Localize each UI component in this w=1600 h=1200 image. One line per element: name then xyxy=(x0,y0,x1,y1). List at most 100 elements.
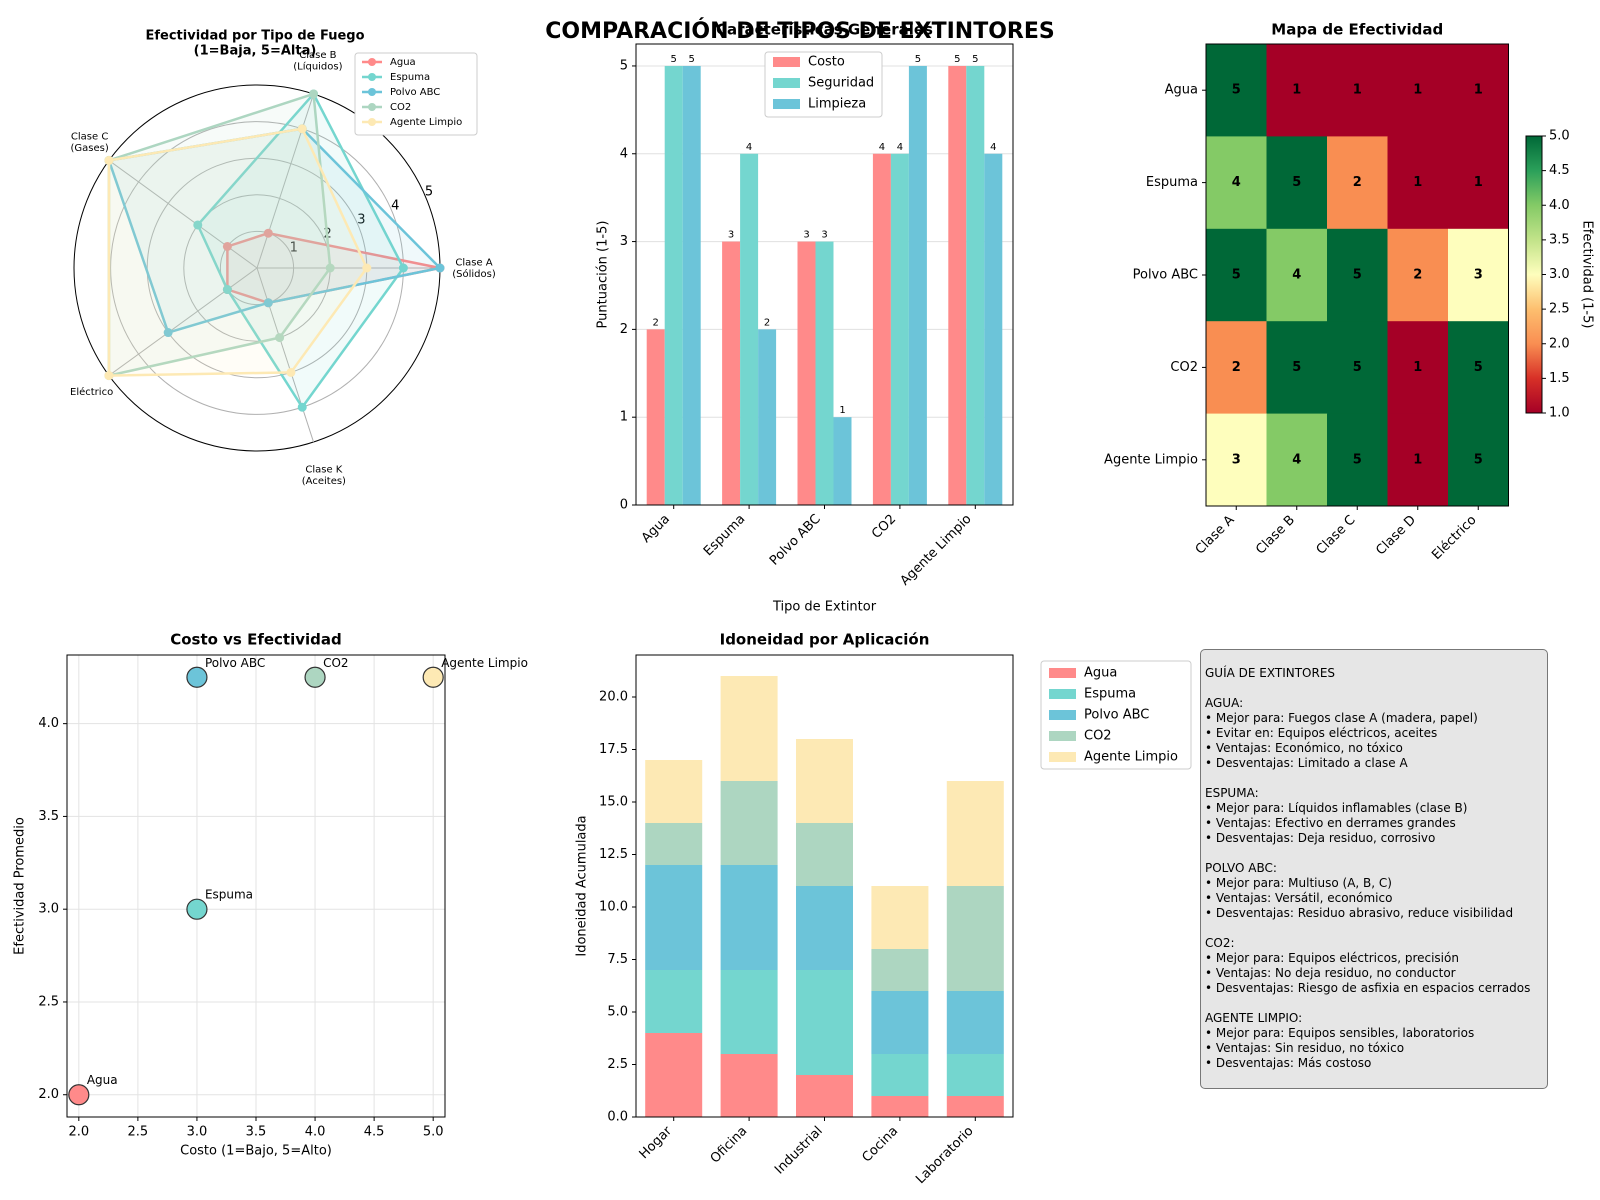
bar-data-label: 1 xyxy=(839,405,845,416)
heatmap-cell-label: 3 xyxy=(1232,452,1241,467)
radar-legend-marker xyxy=(368,88,376,96)
stacked-legend-swatch xyxy=(1049,668,1076,678)
radar-spoke xyxy=(256,267,315,443)
heatmap-cell-label: 4 xyxy=(1232,175,1241,190)
scatter-ytick-label: 2.0 xyxy=(38,1087,59,1102)
bar-data-label: 3 xyxy=(728,230,734,241)
colorbar-tick-label: 3.0 xyxy=(1549,267,1570,282)
heatmap-cell xyxy=(1266,228,1328,322)
heatmap-cell xyxy=(1448,136,1509,230)
guide-line: ESPUMA: xyxy=(1205,786,1259,800)
stacked-legend-label: Agente Limpio xyxy=(1084,750,1178,765)
radar-point xyxy=(435,263,445,273)
guide-line: CO2: xyxy=(1205,936,1235,950)
heatmap-cell-label: 4 xyxy=(1292,268,1301,283)
radar-tick-label: 1 xyxy=(290,240,298,255)
guide-line: • Mejor para: Fuegos clase A (madera, pa… xyxy=(1205,711,1478,725)
heatmap-cell-label: 4 xyxy=(1292,452,1301,467)
bar xyxy=(908,65,927,505)
stacked-ytick-label: 10.0 xyxy=(599,900,628,915)
heatmap-cell-label: 2 xyxy=(1353,175,1362,190)
stacked-xtick-label: Oficina xyxy=(708,1124,751,1167)
bar xyxy=(646,329,665,505)
scatter-point-label: Espuma xyxy=(205,888,253,902)
guide-line: AGENTE LIMPIO: xyxy=(1205,1011,1303,1025)
bar xyxy=(758,329,777,505)
radar-spoke xyxy=(108,267,258,376)
heatmap-cell xyxy=(1448,413,1509,507)
radar-point xyxy=(275,333,285,343)
heatmap-title: Mapa de Efectividad xyxy=(1271,21,1443,39)
stacked-ytick-label: 12.5 xyxy=(599,847,628,862)
heatmap-cell-label: 3 xyxy=(1474,268,1483,283)
heatmap-cell xyxy=(1448,44,1509,137)
guide-box: GUÍA DE EXTINTORES AGUA: • Mejor para: Fu… xyxy=(1200,649,1548,1089)
heatmap-col-label: Clase A xyxy=(1193,513,1238,558)
stacked-frame xyxy=(635,654,1014,1118)
radar-legend-marker xyxy=(368,103,376,111)
guide-line: • Ventajas: Efectivo en derrames grandes xyxy=(1205,816,1456,830)
scatter-xtick-label: 5.0 xyxy=(423,1125,444,1140)
bar-ytick-label: 4 xyxy=(620,146,628,161)
bar xyxy=(890,153,909,505)
heatmap-cell-label: 1 xyxy=(1413,175,1422,190)
scatter-xlabel: Costo (1=Bajo, 5=Alto) xyxy=(180,1144,332,1159)
radar-point xyxy=(193,220,203,230)
scatter-ylabel: Efectividad Promedio xyxy=(13,817,28,955)
stacked-bar-segment xyxy=(796,823,853,886)
bar-legend-label: Seguridad xyxy=(808,76,874,91)
stacked-title: Idoneidad por Aplicación xyxy=(720,631,930,649)
bar-ytick-label: 5 xyxy=(620,58,628,73)
heatmap-cell-label: 5 xyxy=(1292,175,1301,190)
stacked-xtick-label: Industrial xyxy=(772,1124,826,1178)
stacked-legend-box xyxy=(1040,660,1192,770)
radar-tick-label: 5 xyxy=(425,184,433,199)
heatmap-cell-label: 2 xyxy=(1413,268,1422,283)
heatmap-cell-label: 5 xyxy=(1353,452,1362,467)
heatmap-cell-label: 1 xyxy=(1474,175,1483,190)
guide-line xyxy=(1205,846,1547,861)
colorbar-tick-label: 4.5 xyxy=(1549,163,1570,178)
stacked-ytick-label: 15.0 xyxy=(599,795,628,810)
heatmap-cell xyxy=(1387,44,1449,137)
bar-legend-swatch xyxy=(773,57,800,67)
stacked-legend: Agua Espuma Polvo ABC CO2 Agente Limpio xyxy=(1040,660,1192,770)
scatter-xtick-label: 4.5 xyxy=(364,1125,385,1140)
radar-tick-label: 3 xyxy=(357,212,365,227)
scatter-point xyxy=(68,1084,90,1106)
bar-data-label: 5 xyxy=(915,54,921,65)
heatmap-cell xyxy=(1327,321,1388,415)
heatmap-cell xyxy=(1206,321,1267,415)
heatmap-cell xyxy=(1448,228,1509,322)
stacked-bar-segment xyxy=(796,970,853,1075)
radar-point xyxy=(263,228,273,238)
heatmap-col-label: Clase D xyxy=(1373,513,1419,559)
guide-line: GUÍA DE EXTINTORES xyxy=(1205,666,1336,680)
bar-xtick-label: CO2 xyxy=(869,512,899,542)
radar-point xyxy=(297,124,307,134)
heatmap-cell-label: 5 xyxy=(1353,360,1362,375)
radar-point xyxy=(104,371,114,381)
scatter-point-label: Agua xyxy=(87,1073,118,1087)
stacked-ytick-label: 17.5 xyxy=(599,742,628,757)
stacked-legend-label: Espuma xyxy=(1084,687,1136,702)
bar-frame xyxy=(635,43,1014,506)
heatmap-cell-label: 1 xyxy=(1292,83,1301,98)
stacked-legend-swatch xyxy=(1049,752,1076,762)
bar-data-label: 3 xyxy=(821,230,827,241)
colorbar-label: Efectividad (1-5) xyxy=(1580,221,1595,329)
heatmap-cell-label: 5 xyxy=(1292,360,1301,375)
scatter-frame xyxy=(66,654,446,1118)
guide-line: • Evitar en: Equipos eléctricos, aceites xyxy=(1205,726,1438,740)
radar-spoke xyxy=(108,160,258,269)
bar-data-label: 3 xyxy=(803,230,809,241)
heatmap-cell xyxy=(1327,228,1388,322)
heatmap-cell xyxy=(1387,228,1449,322)
stacked-legend-label: Polvo ABC xyxy=(1084,708,1149,723)
heatmap-cell xyxy=(1327,44,1388,137)
bar-ylabel: Puntuación (1-5) xyxy=(596,221,611,329)
radar-legend-box xyxy=(354,52,478,136)
guide-line: • Desventajas: Riesgo de asfixia en espa… xyxy=(1205,981,1531,995)
heatmap-cell xyxy=(1206,228,1267,322)
